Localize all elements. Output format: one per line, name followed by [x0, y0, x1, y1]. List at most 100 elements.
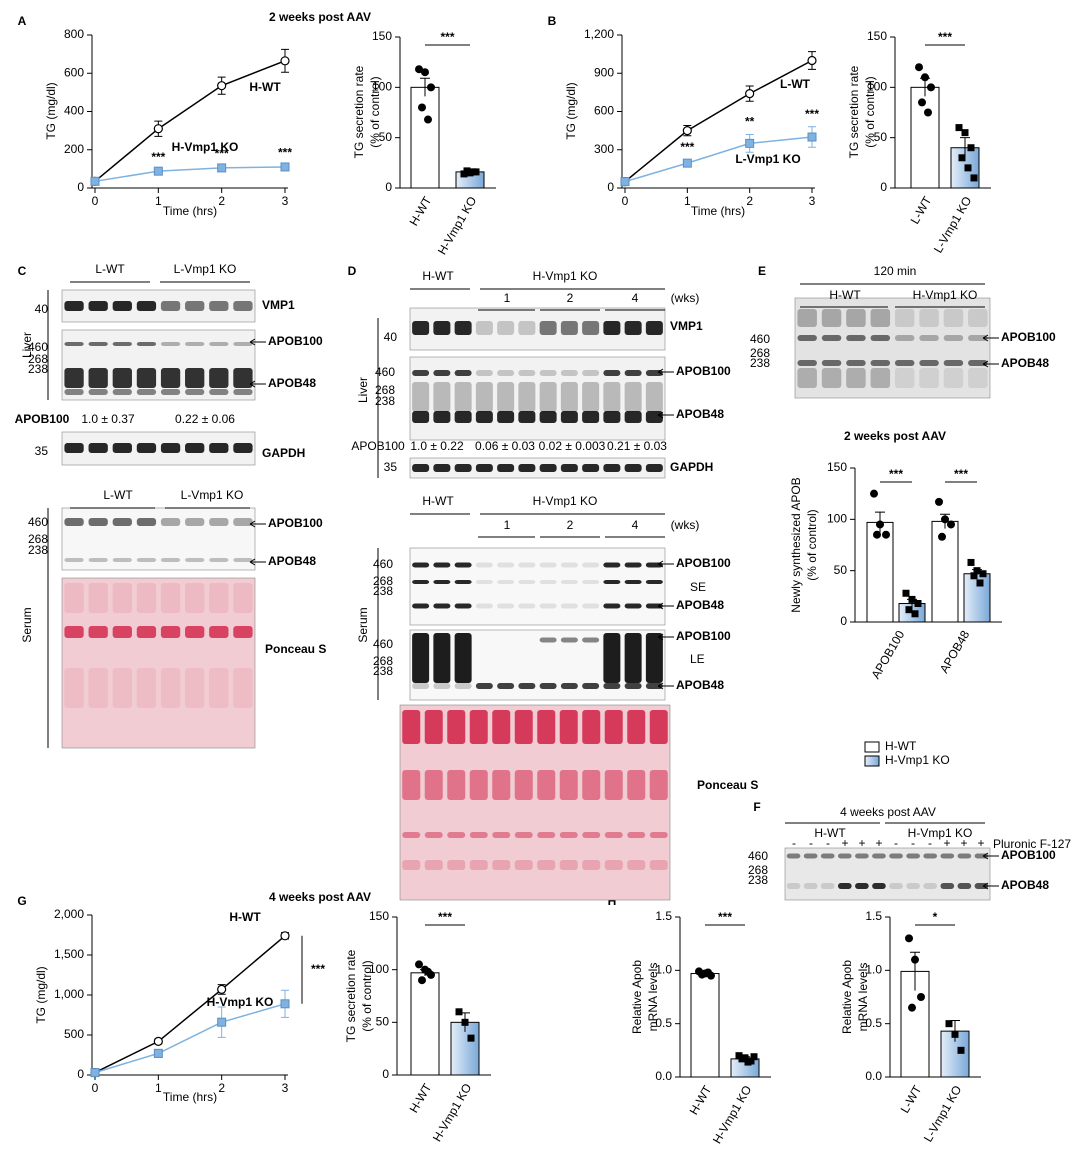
blot-label: H-WT [829, 288, 861, 302]
y-tick-label: 0 [77, 180, 84, 194]
band [88, 626, 108, 638]
y-tick-label: 400 [64, 104, 84, 118]
data-point [945, 1020, 953, 1028]
y-tick-label: 0.0 [865, 1069, 882, 1083]
significance: *** [718, 910, 732, 924]
significance: *** [805, 107, 819, 121]
data-point [967, 558, 975, 566]
data-point [876, 520, 884, 529]
band [497, 321, 515, 335]
band [919, 335, 939, 341]
band [475, 562, 493, 568]
data-point [976, 579, 984, 587]
blot-label: Serum [356, 607, 370, 642]
blot-label: APOB100 [1001, 330, 1056, 344]
y-tick-label: 500 [64, 1027, 84, 1041]
y-tick-label: 1,200 [584, 27, 614, 41]
y-tick-label: 100 [867, 80, 887, 94]
band [645, 321, 663, 335]
band [786, 883, 801, 889]
x-tick-label: 1 [155, 1081, 162, 1095]
data-point [914, 600, 922, 608]
band [412, 321, 430, 335]
data-point [927, 83, 935, 92]
line [624, 59, 813, 183]
data-point [418, 103, 426, 112]
band [402, 770, 421, 800]
y-tick-label: 50 [379, 130, 393, 144]
band [894, 335, 915, 341]
panel-letter: D [348, 264, 357, 278]
band [582, 382, 600, 412]
band [797, 360, 817, 366]
y-tick-label: 0 [382, 1067, 389, 1081]
blot [784, 847, 991, 901]
blot-label: SE [690, 580, 706, 594]
y-axis-label: (% of control) [805, 509, 819, 580]
band [603, 382, 621, 412]
blot-label: H-WT [422, 269, 454, 283]
band [518, 382, 536, 412]
marker [280, 931, 290, 941]
band [603, 321, 621, 335]
blot-label: H-Vmp1 KO [533, 494, 598, 508]
line [94, 60, 286, 182]
blot-label: 238 [375, 394, 395, 408]
band [454, 580, 472, 584]
panel-letter: C [18, 264, 27, 278]
marker [153, 1048, 163, 1058]
y-axis-label: TG (mg/dl) [34, 966, 48, 1023]
marker [807, 55, 817, 66]
band [539, 382, 557, 412]
marker [153, 124, 163, 134]
band [582, 710, 601, 744]
band [821, 368, 842, 388]
band [514, 860, 533, 870]
band [454, 603, 472, 609]
band [136, 443, 157, 453]
band [820, 883, 835, 889]
band-arrow [249, 380, 266, 388]
band [88, 368, 108, 388]
blot-label: APOB48 [268, 554, 316, 568]
band [518, 464, 536, 472]
x-tick-label: 1 [684, 194, 691, 208]
data-point [424, 115, 432, 124]
y-axis-label: TG secretion rate [344, 949, 358, 1042]
data-point [941, 515, 949, 524]
marker [745, 138, 755, 148]
data-point [967, 144, 975, 152]
band [821, 335, 842, 341]
band [160, 342, 181, 346]
y-tick-label: 0 [840, 614, 847, 628]
band [943, 309, 964, 327]
band [402, 710, 421, 744]
significance: *** [215, 147, 229, 161]
series-label: H-WT [249, 80, 281, 94]
blot-label: 2 [567, 518, 574, 532]
band [649, 860, 668, 870]
blot-label: 460 [750, 332, 770, 346]
marker [90, 1068, 100, 1078]
x-tick-label: H-WT [407, 194, 435, 229]
data-point [905, 606, 913, 614]
significance: *** [438, 910, 452, 924]
band [454, 683, 472, 689]
y-axis-label: mRNA levels [856, 963, 870, 1032]
band-arrow [657, 411, 674, 419]
y-tick-label: 800 [64, 27, 84, 41]
band [906, 853, 920, 859]
band [492, 710, 511, 744]
band [821, 360, 842, 366]
band [645, 633, 663, 683]
band [627, 860, 646, 870]
data-point [970, 174, 978, 182]
band [412, 683, 430, 689]
blot-label: VMP1 [262, 298, 295, 312]
blot-label: 40 [384, 330, 398, 344]
blot-label: - [826, 836, 830, 850]
marker [280, 56, 290, 66]
blot-label: 268 [375, 383, 395, 397]
y-tick-label: 150 [867, 29, 887, 43]
band [475, 321, 493, 335]
